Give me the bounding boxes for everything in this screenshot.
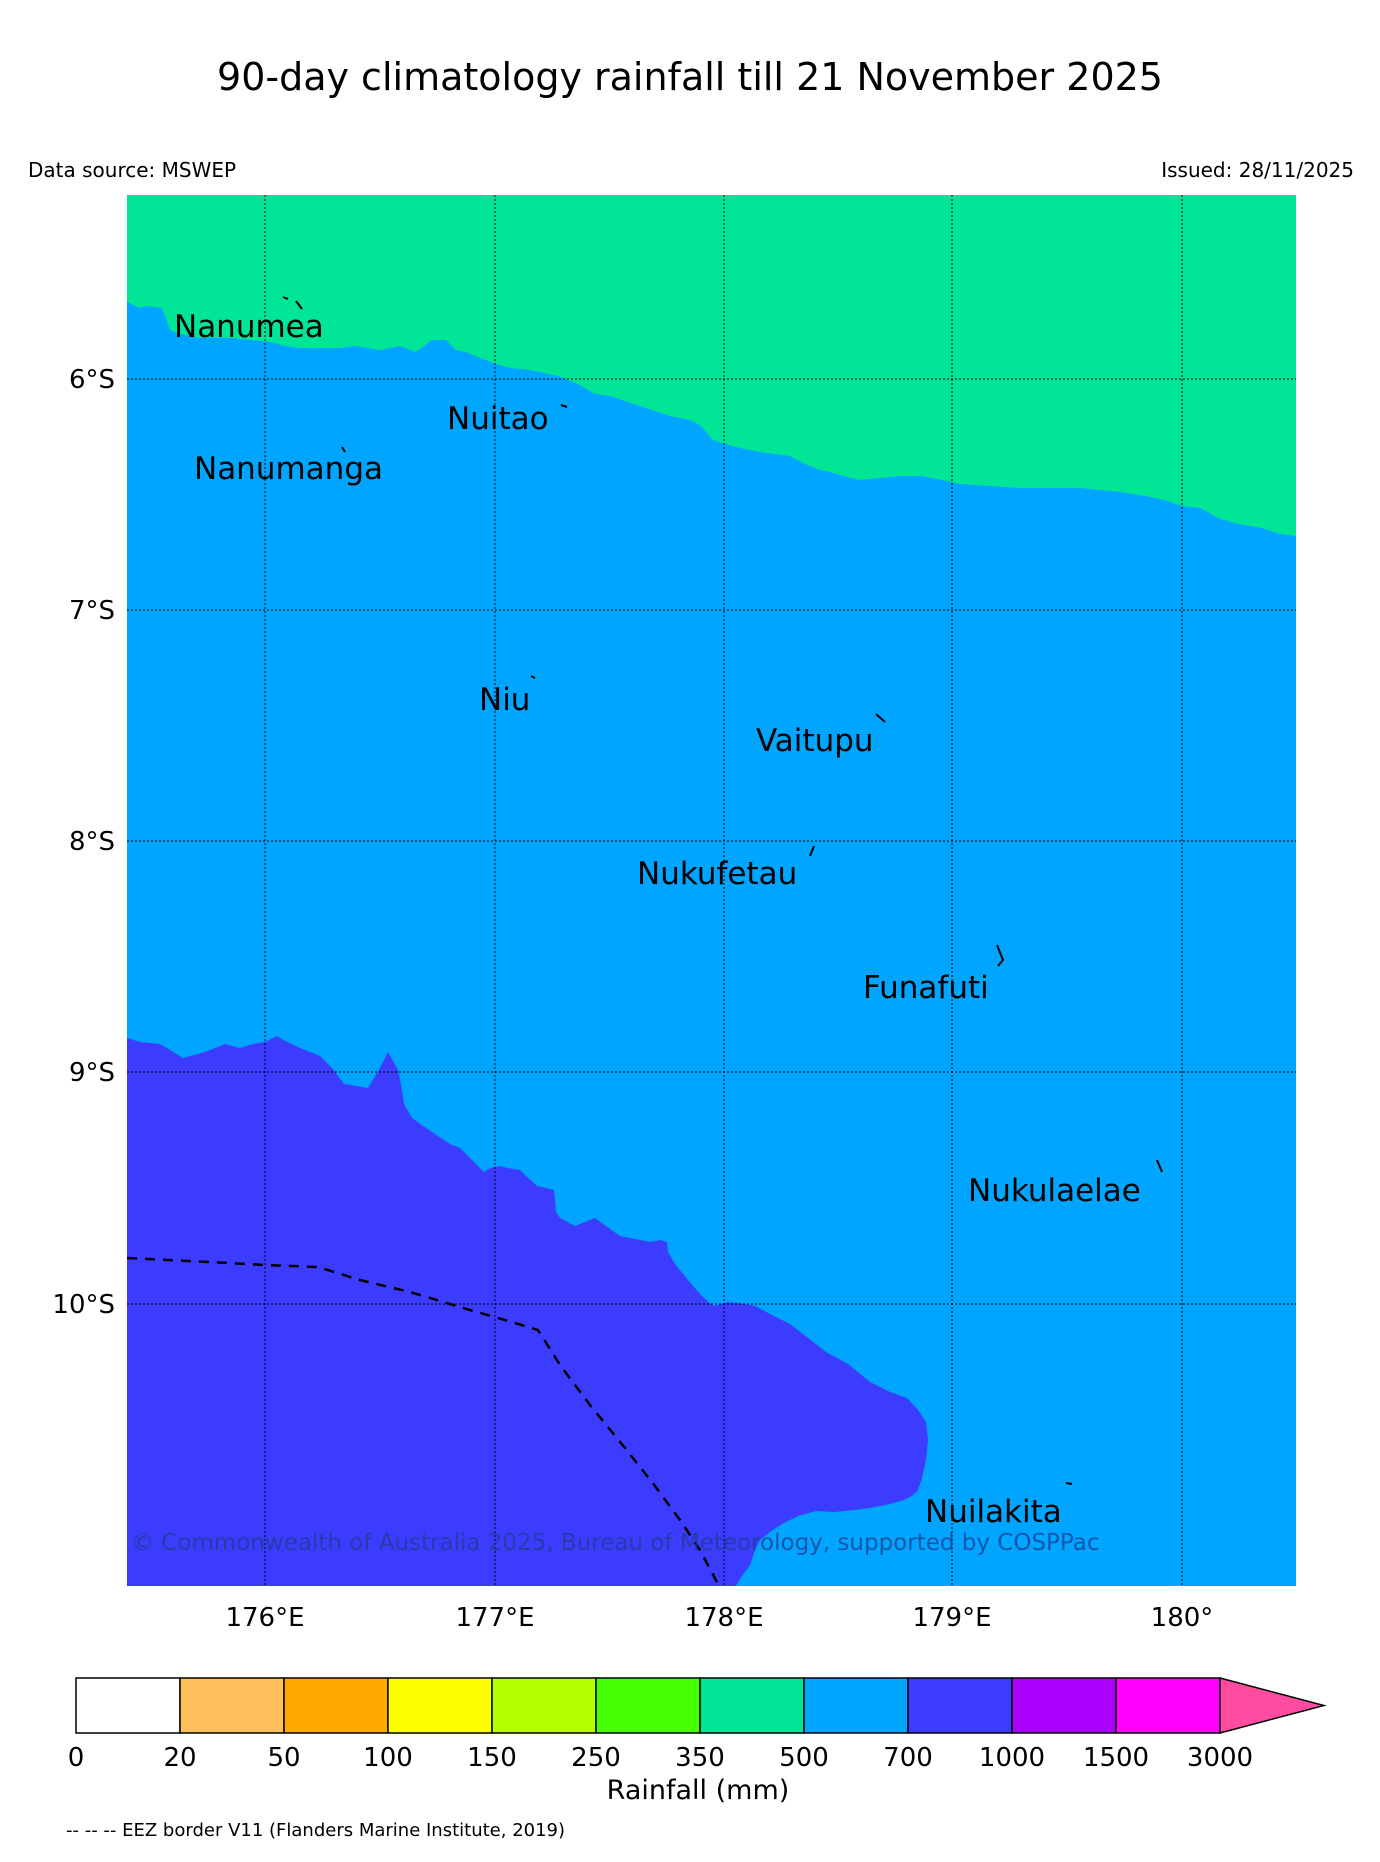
- colorbar-swatch: [907, 1677, 1013, 1734]
- island-label-vaitupu: Vaitupu: [756, 723, 874, 759]
- lat-tick: 8°S: [69, 827, 115, 857]
- lat-tick: 6°S: [69, 365, 115, 395]
- colorbar-tick-label: 1000: [978, 1743, 1046, 1773]
- nukulaelae-island: [1156, 1159, 1163, 1173]
- copyright-notice: © Commonwealth of Australia 2025, Bureau…: [131, 1530, 1100, 1556]
- island-label-funafuti: Funafuti: [863, 970, 989, 1006]
- colorbar-tick-label: 20: [163, 1743, 197, 1773]
- grid-lines: [127, 195, 1296, 1586]
- nanumea-island: [282, 296, 303, 310]
- colorbar-tick-label: 350: [675, 1743, 725, 1773]
- lon-tick-labels: 176°E 177°E 178°E 179°E 180°: [225, 1603, 1213, 1633]
- lon-tick: 180°: [1151, 1603, 1214, 1633]
- rain-band-700-1000: [127, 1036, 928, 1586]
- nuitao-island: [560, 404, 568, 408]
- colorbar-swatch: [387, 1677, 493, 1734]
- island-label-nukulaelae: Nukulaelae: [968, 1173, 1141, 1209]
- lon-tick: 176°E: [225, 1603, 304, 1633]
- colorbar-tick-label: 50: [267, 1743, 301, 1773]
- lat-tick: 10°S: [52, 1290, 115, 1320]
- colorbar-swatch: [179, 1677, 285, 1734]
- lon-tick: 177°E: [455, 1603, 534, 1633]
- colorbar-title: Rainfall (mm): [606, 1775, 790, 1806]
- colorbar-tick-label: 1500: [1082, 1743, 1150, 1773]
- nukufetau-island: [809, 845, 815, 857]
- island-label-nuilakita: Nuilakita: [925, 1494, 1062, 1530]
- colorbar-swatch: [1011, 1677, 1117, 1734]
- island-label-nukufetau: Nukufetau: [637, 856, 797, 892]
- island-label-nanumea: Nanumea: [174, 309, 324, 345]
- colorbar-swatch: [491, 1677, 597, 1734]
- colorbar-tick-label: 3000: [1186, 1743, 1254, 1773]
- island-label-nuitao: Nuitao: [447, 401, 549, 437]
- issued-date: Issued: 28/11/2025: [1161, 158, 1354, 182]
- eez-border: [126, 1256, 721, 1587]
- colorbar-swatch: [283, 1677, 389, 1734]
- colorbar-swatch: [699, 1677, 805, 1734]
- island-markers: [282, 296, 1163, 1485]
- nanumanga-island: [341, 446, 346, 453]
- colorbar-extension: [1219, 1677, 1327, 1734]
- lon-tick: 178°E: [684, 1603, 763, 1633]
- colorbar-tick-label: 0: [67, 1743, 85, 1773]
- colorbar-tick-label: 100: [363, 1743, 413, 1773]
- vaitupu-island: [875, 713, 886, 723]
- lat-tick: 7°S: [69, 596, 115, 626]
- eez-legend: -- -- -- EEZ border V11 (Flanders Marine…: [66, 1820, 566, 1841]
- colorbar-tick-label: 250: [571, 1743, 621, 1773]
- lat-tick: 9°S: [69, 1058, 115, 1088]
- colorbar-swatch: [75, 1677, 181, 1734]
- colorbar-swatch: [1115, 1677, 1221, 1734]
- rain-band-350-500: [127, 195, 1296, 536]
- lon-tick: 179°E: [912, 1603, 991, 1633]
- map-title: 90-day climatology rainfall till 21 Nove…: [217, 55, 1163, 99]
- colorbar-tick-label: 700: [883, 1743, 933, 1773]
- lat-tick-labels: 6°S 7°S 8°S 9°S 10°S: [52, 365, 115, 1320]
- niu-island: [530, 675, 536, 679]
- nuilakita-island: [1065, 1482, 1073, 1485]
- colorbar-tick-label: 500: [779, 1743, 829, 1773]
- colorbar-swatch: [595, 1677, 701, 1734]
- data-source: Data source: MSWEP: [28, 158, 237, 182]
- island-label-niu: Niu: [479, 682, 530, 718]
- colorbar-swatch: [803, 1677, 909, 1734]
- island-label-nanumanga: Nanumanga: [194, 451, 383, 487]
- colorbar-tick-label: 150: [467, 1743, 517, 1773]
- funafuti-island: [996, 944, 1005, 967]
